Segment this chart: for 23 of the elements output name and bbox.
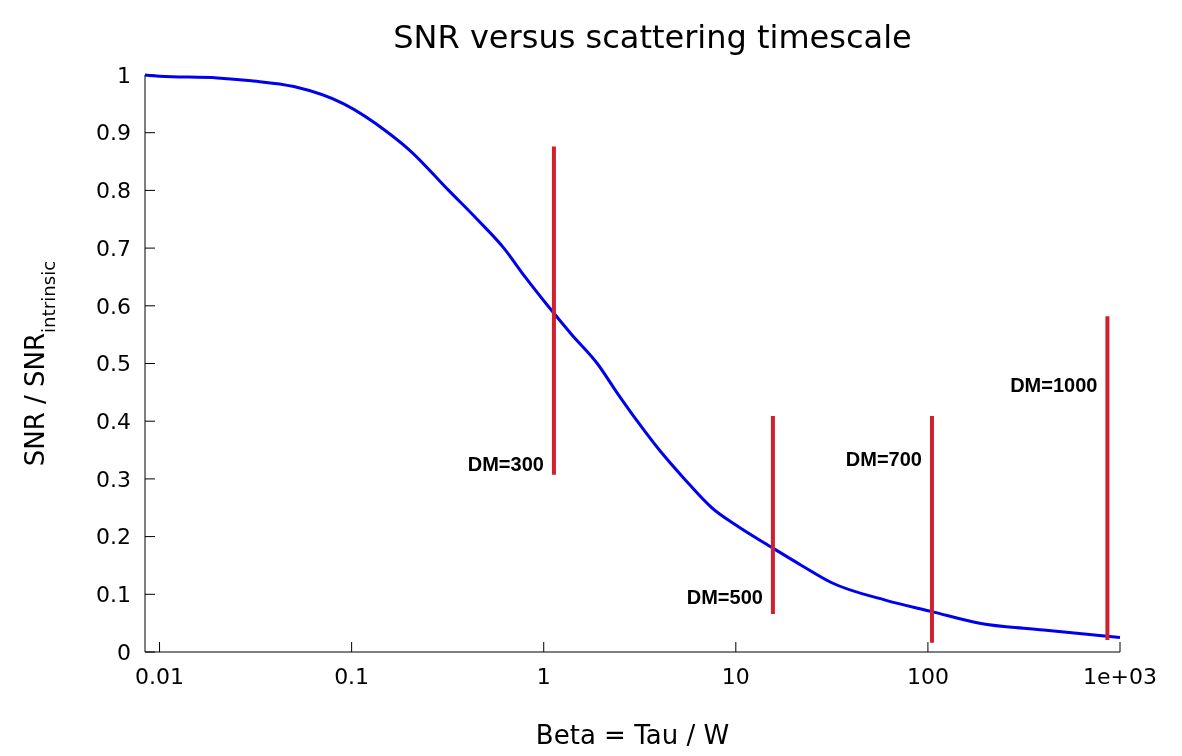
annotation: DM=700 (845, 448, 922, 471)
x-axis-title: Beta = Tau / W (535, 720, 730, 750)
y-tick-label: 0.7 (96, 235, 131, 261)
annotation: DM=500 (686, 585, 763, 608)
x-tick-label: 1e+03 (1083, 664, 1157, 689)
x-tick-label: 1 (536, 664, 551, 689)
annotation: DM=1000 (1010, 373, 1098, 396)
y-tick-label: 0.1 (96, 582, 131, 607)
y-tick-label: 0 (117, 639, 131, 665)
y-tick-label: 0.4 (96, 408, 131, 434)
y-tick-label: 1 (117, 62, 131, 88)
x-tick-label: 0.1 (334, 664, 370, 689)
chart-title: SNR versus scattering timescale (393, 18, 912, 56)
x-tick-label: 100 (906, 664, 949, 689)
y-tick-label: 0.2 (96, 524, 131, 550)
y-tick-label: 0.9 (96, 120, 131, 146)
y-tick-label: 0.8 (96, 178, 131, 204)
x-tick-label: 10 (721, 664, 750, 689)
y-tick-label: 0.5 (96, 351, 131, 377)
annotation: DM=300 (467, 452, 544, 475)
y-tick-label: 0.3 (96, 466, 131, 492)
x-tick-label: 0.01 (135, 664, 185, 689)
y-tick-label: 0.6 (96, 293, 131, 319)
